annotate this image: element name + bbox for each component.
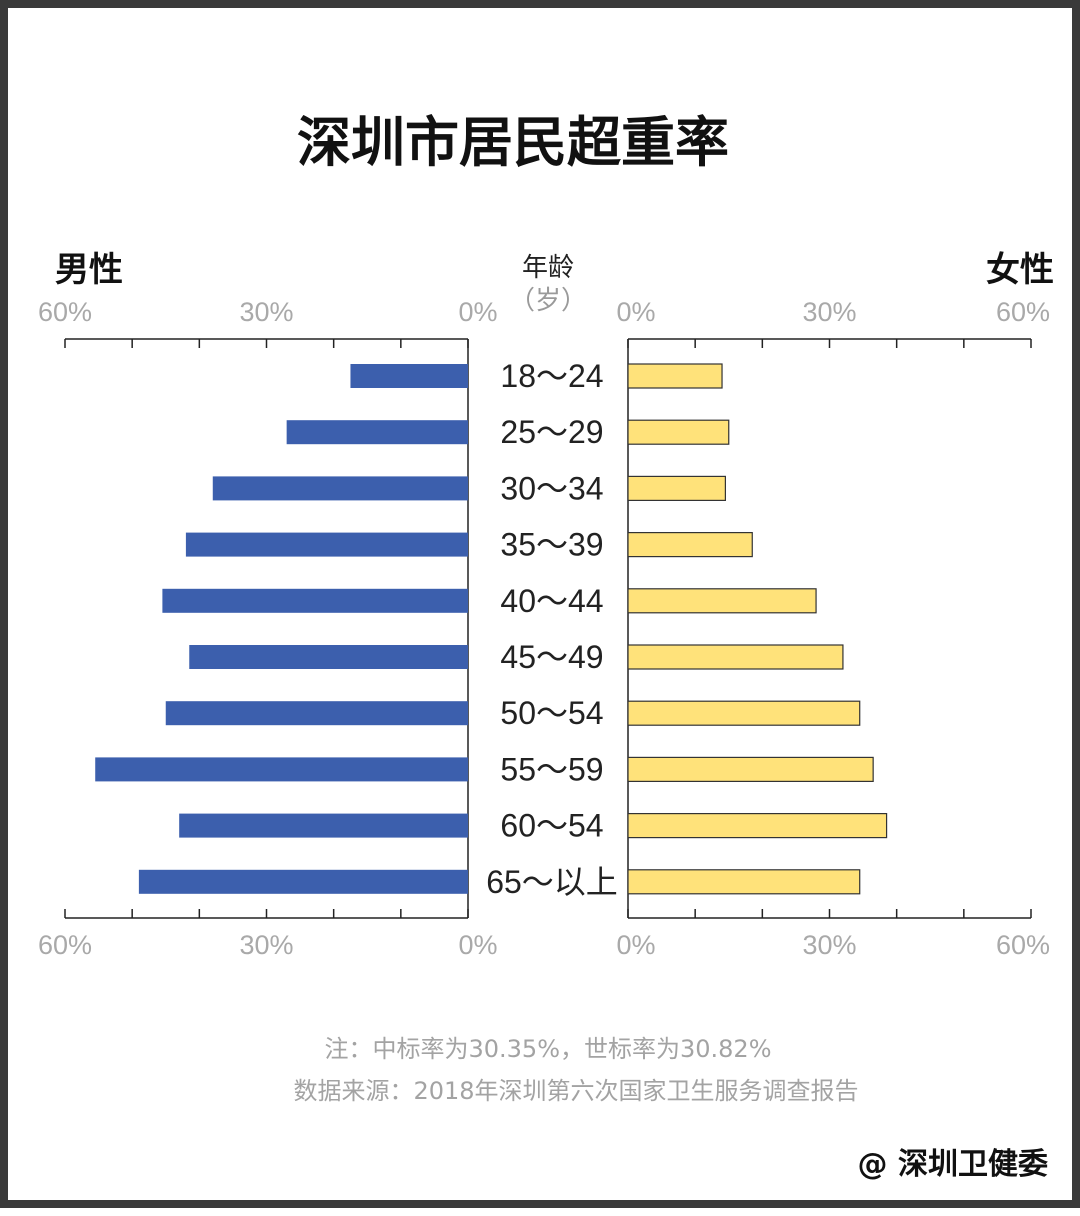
age-group-label: 45～49 [500,639,603,675]
tick-labels: 60% 30% 0% 0% 30% 60% 60% 30% 0% 0% 30% 60% [38,297,1050,960]
age-group-label: 25～29 [500,414,603,450]
male-bar [95,757,468,782]
female-bar [627,531,753,558]
female-bar [627,812,888,839]
male-bar [165,701,468,726]
female-bar [627,756,874,783]
male-label: 男性 [55,250,123,290]
tick-label-top: 30% [239,297,293,327]
male-bar [286,420,468,445]
age-axis-title: 年龄 [522,253,574,283]
female-bar [627,363,723,389]
male-bar [138,869,468,894]
category-labels: 18～24 25～29 30～34 35～39 40～44 45～49 50～54 55～59… [486,358,618,900]
tick-label-bottom: 30% [239,930,293,960]
bars-layer [95,363,888,895]
male-bar [162,588,468,613]
female-bar [627,475,726,501]
male-bar [212,476,468,501]
tick-label-bottom: 0% [458,930,497,960]
male-bar [350,364,468,388]
tick-label-bottom: 60% [38,930,92,960]
tick-label-top: 60% [38,297,92,327]
tick-label-top: 30% [802,297,856,327]
tick-label-top: 60% [996,297,1050,327]
male-bar [179,813,468,838]
chart-svg: 深圳市居民超重率 男性 女性 年龄 （岁） 18～24 25～29 30～34 35～… [38,111,1054,1182]
age-group-label: 60～54 [500,808,603,844]
note-standard-rates: 注：中标率为30.35%，世标率为30.82% [324,1035,771,1063]
chart-title: 深圳市居民超重率 [297,111,729,174]
tick-label-bottom: 30% [802,930,856,960]
tick-label-bottom: 60% [996,930,1050,960]
female-bar [627,644,844,670]
age-group-label: 55～59 [500,751,603,787]
age-axis-unit: （岁） [509,286,587,316]
age-group-label: 50～54 [500,695,603,731]
female-bar [627,588,817,614]
female-bar [627,869,861,895]
age-group-label: 35～39 [500,527,603,563]
male-bar [189,645,468,669]
male-bar [185,532,468,557]
tick-label-top: 0% [458,297,497,327]
age-group-label: 18～24 [500,358,603,394]
female-bar [627,419,730,445]
tick-label-top: 0% [616,297,655,327]
note-data-source: 数据来源：2018年深圳第六次国家卫生服务调查报告 [293,1077,858,1105]
age-group-label: 65～以上 [486,864,618,900]
age-group-label: 40～44 [500,583,603,619]
female-label: 女性 [986,250,1054,290]
female-bar [627,700,861,726]
age-group-label: 30～34 [500,470,603,506]
brand-watermark: @ 深圳卫健委 [858,1147,1048,1182]
tick-label-bottom: 0% [616,930,655,960]
